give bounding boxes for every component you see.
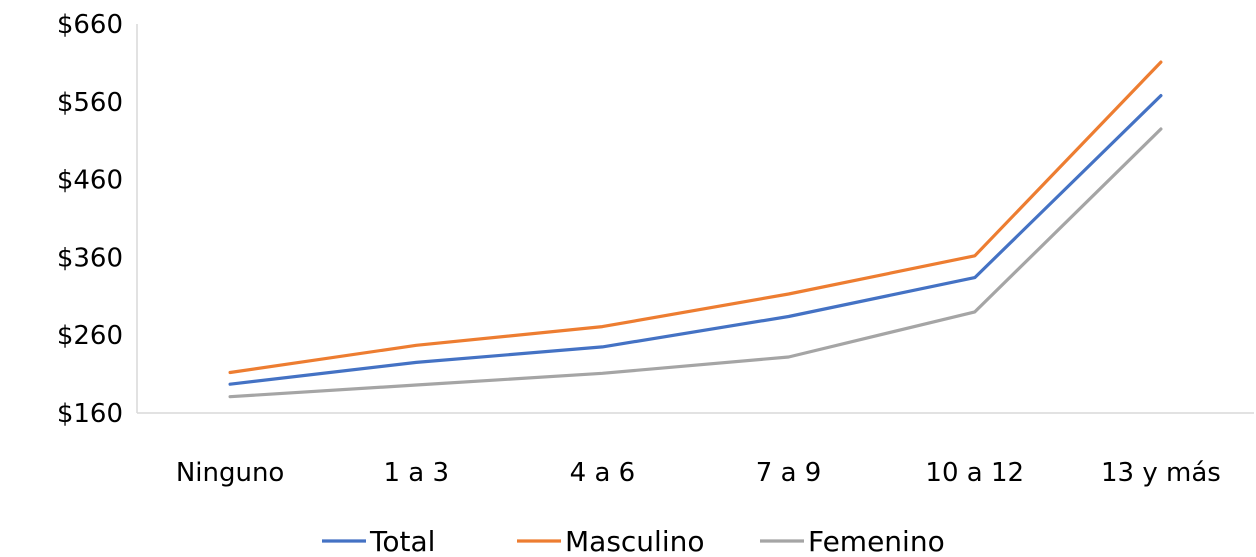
y-tick-label: $660 — [57, 10, 123, 40]
series-line-total — [228, 93, 1163, 386]
x-tick-label: 7 a 9 — [756, 458, 822, 488]
y-tick-label: $560 — [57, 88, 123, 118]
legend-label-total: Total — [369, 525, 435, 557]
y-tick-label: $160 — [57, 399, 123, 429]
axes — [136, 24, 1254, 414]
y-tick-label: $360 — [57, 243, 123, 273]
series-lines — [228, 60, 1163, 399]
x-tick-label: 4 a 6 — [570, 458, 636, 488]
x-tick-label: 10 a 12 — [925, 458, 1024, 488]
series-line-masculino — [228, 60, 1163, 375]
legend-label-masculino: Masculino — [565, 525, 704, 557]
y-tick-label: $460 — [57, 166, 123, 196]
legend: Total Masculino Femenino — [322, 525, 945, 557]
x-tick-label: 1 a 3 — [383, 458, 449, 488]
y-axis-tick-labels: $160 $260 $360 $460 $560 $660 — [57, 10, 123, 429]
x-axis-tick-labels: Ninguno 1 a 3 4 a 6 7 a 9 10 a 12 13 y más — [176, 458, 1221, 488]
legend-label-femenino: Femenino — [808, 525, 945, 557]
x-tick-label: 13 y más — [1101, 458, 1221, 488]
x-tick-label: Ninguno — [176, 458, 285, 488]
series-line-femenino — [228, 127, 1163, 399]
y-tick-label: $260 — [57, 321, 123, 351]
